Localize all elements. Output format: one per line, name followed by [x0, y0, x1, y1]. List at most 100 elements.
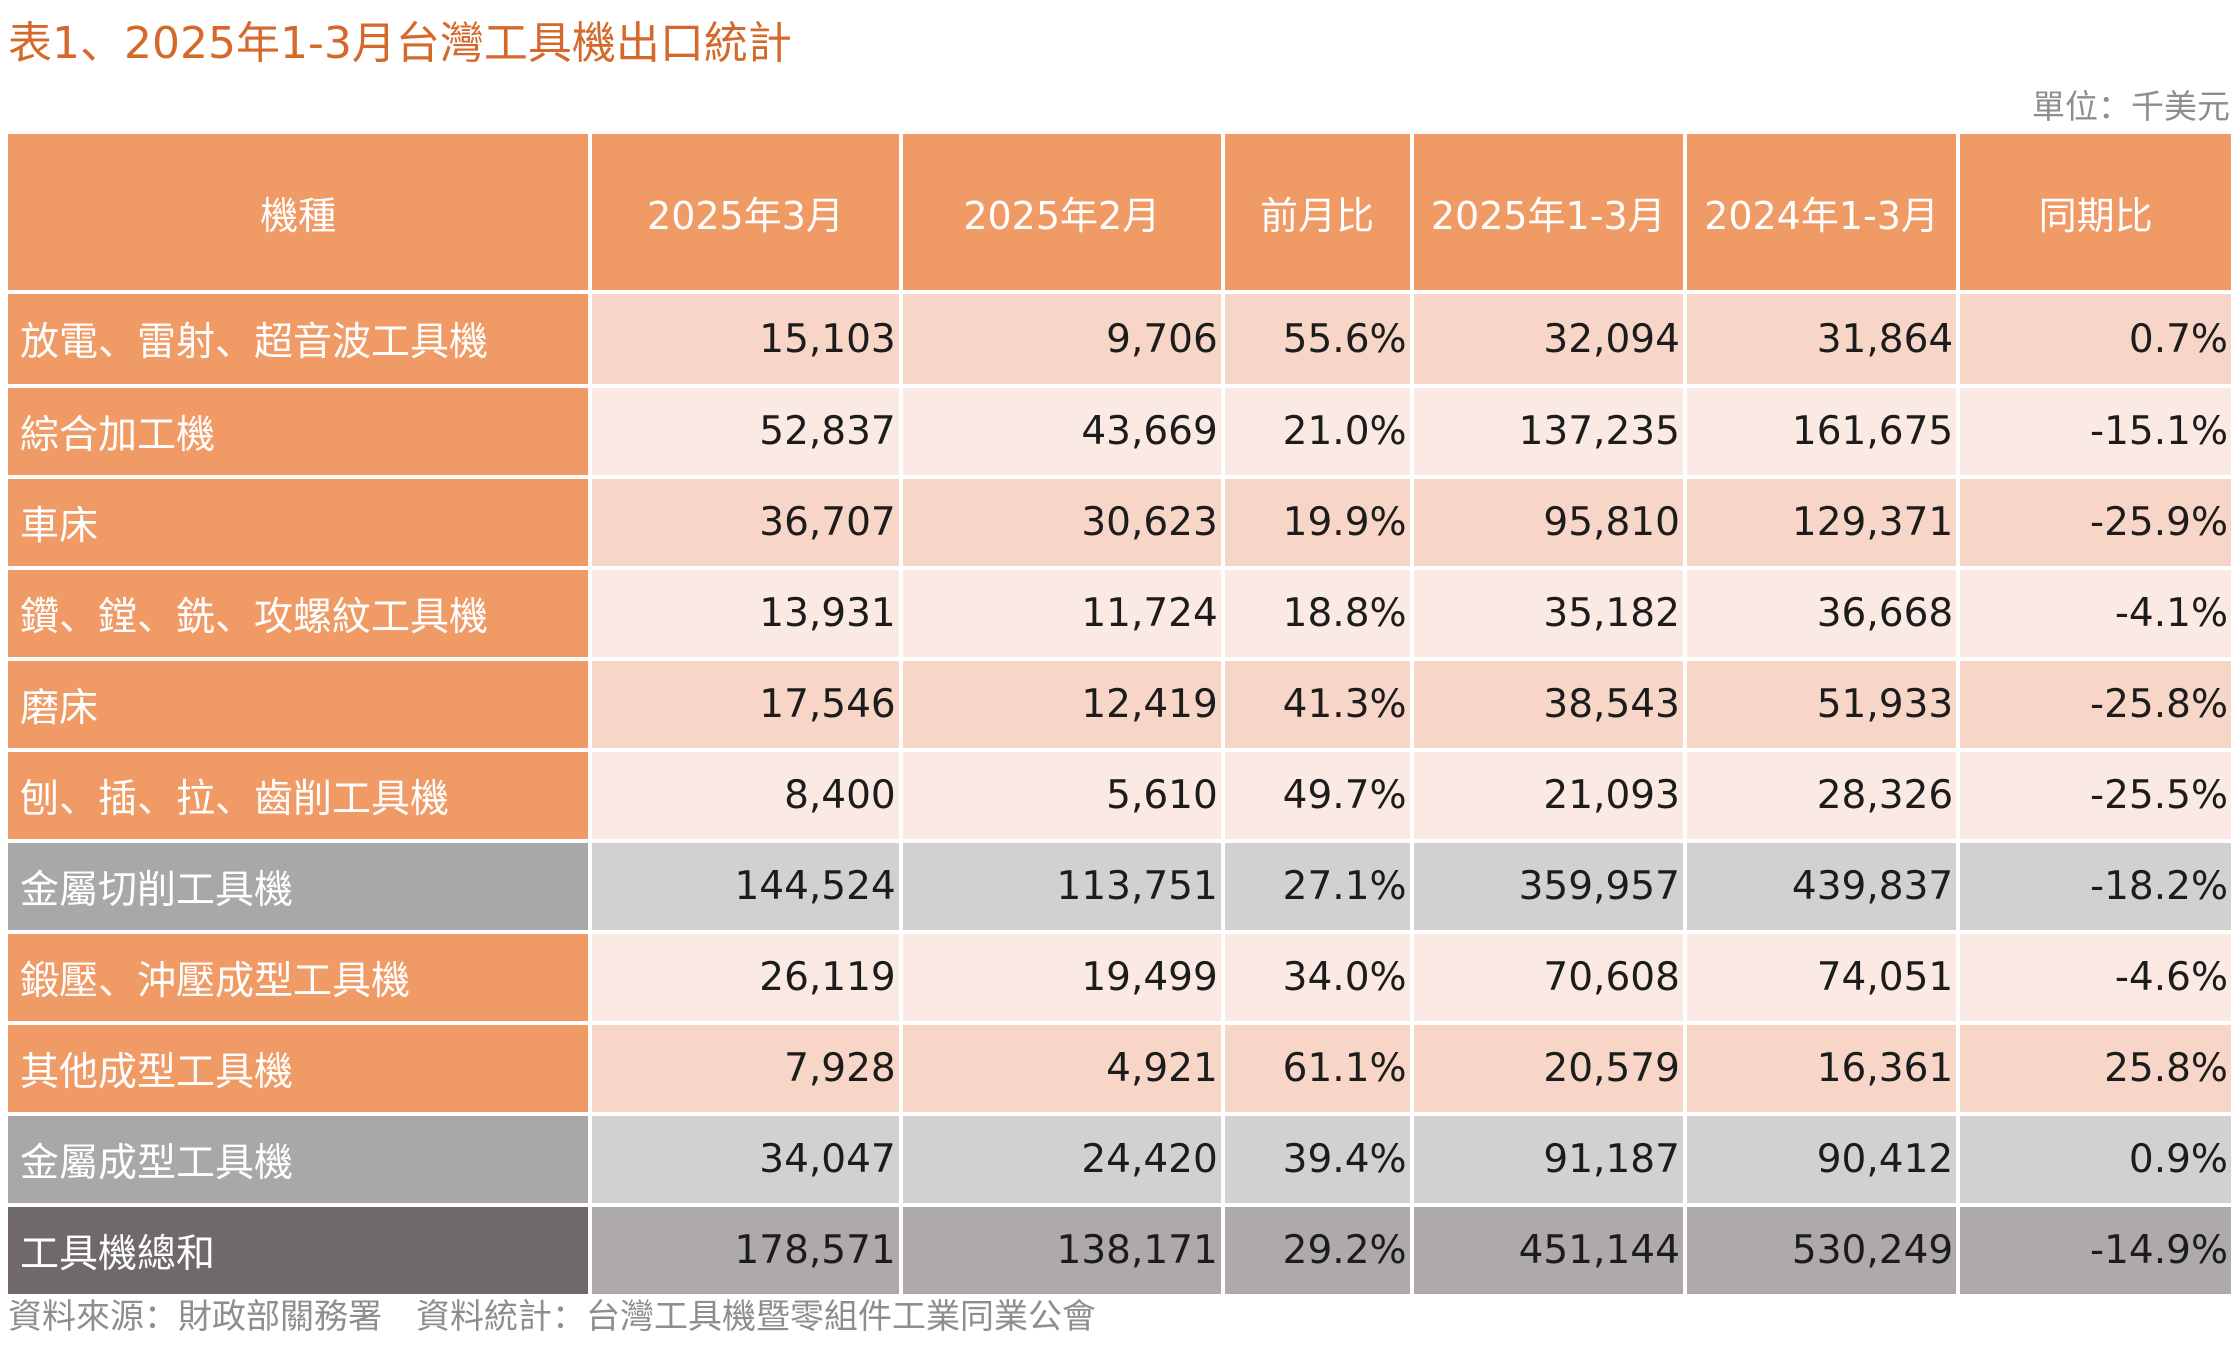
cell-machine-type: 車床 — [8, 479, 589, 566]
cell-feb-2025: 19,499 — [902, 934, 1221, 1021]
cell-mar-2025: 34,047 — [592, 1116, 899, 1203]
cell-q1-2025: 451,144 — [1413, 1207, 1683, 1294]
cell-mar-2025: 26,119 — [592, 934, 899, 1021]
cell-q1-2024: 74,051 — [1686, 934, 1957, 1021]
header-2024-q1: 2024年1-3月 — [1686, 134, 1957, 290]
cell-mom: 49.7% — [1224, 752, 1410, 839]
cell-mar-2025: 7,928 — [592, 1025, 899, 1112]
table-row: 鑽、鏜、銑、攻螺紋工具機 13,931 11,724 18.8% 35,182 36,66… — [8, 570, 2231, 657]
cell-q1-2024: 439,837 — [1686, 843, 1957, 930]
cell-mom: 41.3% — [1224, 661, 1410, 748]
cell-q1-2025: 91,187 — [1413, 1116, 1683, 1203]
cell-mom: 34.0% — [1224, 934, 1410, 1021]
cell-feb-2025: 30,623 — [902, 479, 1221, 566]
export-stats-table: 機種 2025年3月 2025年2月 前月比 2025年1-3月 2024年1-… — [4, 130, 2235, 1298]
cell-q1-2024: 90,412 — [1686, 1116, 1957, 1203]
cell-yoy: 25.8% — [1960, 1025, 2231, 1112]
header-mom: 前月比 — [1224, 134, 1410, 290]
cell-q1-2025: 359,957 — [1413, 843, 1683, 930]
cell-yoy: 0.7% — [1960, 294, 2231, 384]
header-2025-feb: 2025年2月 — [902, 134, 1221, 290]
source-note: 資料來源：財政部關務署 資料統計：台灣工具機暨零組件工業同業公會 — [8, 1297, 1096, 1337]
cell-mom: 39.4% — [1224, 1116, 1410, 1203]
cell-yoy: -15.1% — [1960, 388, 2231, 475]
cell-feb-2025: 11,724 — [902, 570, 1221, 657]
cell-mar-2025: 178,571 — [592, 1207, 899, 1294]
cell-yoy: -4.1% — [1960, 570, 2231, 657]
cell-mom: 27.1% — [1224, 843, 1410, 930]
cell-q1-2024: 161,675 — [1686, 388, 1957, 475]
subtotal-row: 金屬切削工具機 144,524 113,751 27.1% 359,957 439,837… — [8, 843, 2231, 930]
cell-mar-2025: 15,103 — [592, 294, 899, 384]
cell-machine-type: 其他成型工具機 — [8, 1025, 589, 1112]
total-row: 工具機總和 178,571 138,171 29.2% 451,144 530,249 -1… — [8, 1207, 2231, 1294]
cell-q1-2024: 530,249 — [1686, 1207, 1957, 1294]
cell-mar-2025: 144,524 — [592, 843, 899, 930]
cell-feb-2025: 4,921 — [902, 1025, 1221, 1112]
cell-q1-2024: 31,864 — [1686, 294, 1957, 384]
cell-yoy: -25.5% — [1960, 752, 2231, 839]
cell-mar-2025: 13,931 — [592, 570, 899, 657]
cell-q1-2025: 137,235 — [1413, 388, 1683, 475]
cell-feb-2025: 113,751 — [902, 843, 1221, 930]
cell-yoy: -18.2% — [1960, 843, 2231, 930]
cell-machine-type: 工具機總和 — [8, 1207, 589, 1294]
cell-mar-2025: 8,400 — [592, 752, 899, 839]
cell-mar-2025: 52,837 — [592, 388, 899, 475]
cell-q1-2025: 20,579 — [1413, 1025, 1683, 1112]
cell-yoy: -14.9% — [1960, 1207, 2231, 1294]
cell-q1-2024: 16,361 — [1686, 1025, 1957, 1112]
cell-feb-2025: 138,171 — [902, 1207, 1221, 1294]
cell-mar-2025: 17,546 — [592, 661, 899, 748]
cell-mom: 61.1% — [1224, 1025, 1410, 1112]
table-row: 放電、雷射、超音波工具機 15,103 9,706 55.6% 32,094 31,864… — [8, 294, 2231, 384]
cell-mom: 18.8% — [1224, 570, 1410, 657]
cell-feb-2025: 12,419 — [902, 661, 1221, 748]
cell-q1-2024: 129,371 — [1686, 479, 1957, 566]
cell-q1-2024: 51,933 — [1686, 661, 1957, 748]
cell-q1-2025: 70,608 — [1413, 934, 1683, 1021]
table-row: 其他成型工具機 7,928 4,921 61.1% 20,579 16,361 25.8% — [8, 1025, 2231, 1112]
cell-machine-type: 刨、插、拉、齒削工具機 — [8, 752, 589, 839]
table-title: 表1、2025年1-3月台灣工具機出口統計 — [8, 18, 792, 69]
cell-feb-2025: 9,706 — [902, 294, 1221, 384]
cell-yoy: -25.9% — [1960, 479, 2231, 566]
cell-machine-type: 磨床 — [8, 661, 589, 748]
cell-feb-2025: 24,420 — [902, 1116, 1221, 1203]
table-row: 車床 36,707 30,623 19.9% 95,810 129,371 -25.9% — [8, 479, 2231, 566]
cell-q1-2025: 35,182 — [1413, 570, 1683, 657]
cell-machine-type: 放電、雷射、超音波工具機 — [8, 294, 589, 384]
cell-machine-type: 綜合加工機 — [8, 388, 589, 475]
cell-mom: 19.9% — [1224, 479, 1410, 566]
subtotal-row: 金屬成型工具機 34,047 24,420 39.4% 91,187 90,412 0.9% — [8, 1116, 2231, 1203]
cell-q1-2025: 95,810 — [1413, 479, 1683, 566]
table-row: 刨、插、拉、齒削工具機 8,400 5,610 49.7% 21,093 28,326 -2… — [8, 752, 2231, 839]
table-row: 鍛壓、沖壓成型工具機 26,119 19,499 34.0% 70,608 74,051-… — [8, 934, 2231, 1021]
cell-q1-2025: 38,543 — [1413, 661, 1683, 748]
cell-feb-2025: 43,669 — [902, 388, 1221, 475]
cell-mom: 21.0% — [1224, 388, 1410, 475]
header-machine-type: 機種 — [8, 134, 589, 290]
cell-yoy: 0.9% — [1960, 1116, 2231, 1203]
cell-q1-2024: 36,668 — [1686, 570, 1957, 657]
cell-yoy: -4.6% — [1960, 934, 2231, 1021]
cell-machine-type: 鍛壓、沖壓成型工具機 — [8, 934, 589, 1021]
cell-yoy: -25.8% — [1960, 661, 2231, 748]
cell-machine-type: 金屬成型工具機 — [8, 1116, 589, 1203]
table-row: 磨床 17,546 12,419 41.3% 38,543 51,933 -25.8% — [8, 661, 2231, 748]
cell-q1-2025: 21,093 — [1413, 752, 1683, 839]
cell-machine-type: 鑽、鏜、銑、攻螺紋工具機 — [8, 570, 589, 657]
table-row: 綜合加工機 52,837 43,669 21.0% 137,235 161,675 -15.… — [8, 388, 2231, 475]
header-2025-q1: 2025年1-3月 — [1413, 134, 1683, 290]
header-yoy: 同期比 — [1960, 134, 2231, 290]
cell-q1-2025: 32,094 — [1413, 294, 1683, 384]
header-2025-mar: 2025年3月 — [592, 134, 899, 290]
cell-q1-2024: 28,326 — [1686, 752, 1957, 839]
cell-mom: 55.6% — [1224, 294, 1410, 384]
header-row: 機種 2025年3月 2025年2月 前月比 2025年1-3月 2024年1-… — [8, 134, 2231, 290]
cell-mom: 29.2% — [1224, 1207, 1410, 1294]
unit-label: 單位：千美元 — [2032, 87, 2230, 126]
cell-machine-type: 金屬切削工具機 — [8, 843, 589, 930]
cell-mar-2025: 36,707 — [592, 479, 899, 566]
cell-feb-2025: 5,610 — [902, 752, 1221, 839]
